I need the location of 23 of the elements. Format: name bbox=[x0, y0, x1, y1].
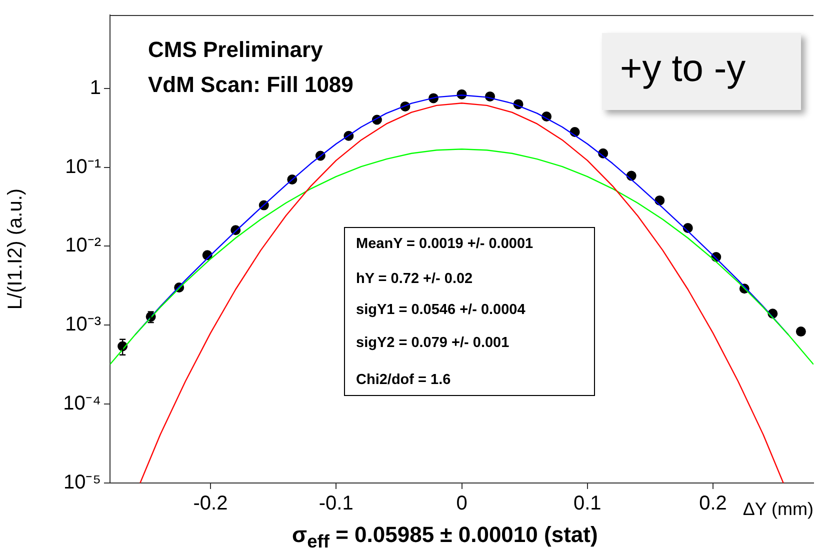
point bbox=[796, 326, 806, 337]
annotation: hY = 0.72 +/- 0.02 bbox=[356, 271, 473, 287]
annotation: Chi2/dof = 1.6 bbox=[356, 372, 451, 388]
y-tick-label: 10⁻¹ bbox=[65, 156, 102, 178]
x-axis-title: ΔY (mm) bbox=[742, 499, 814, 520]
y-axis-title: L/(I1.I2) (a.u.) bbox=[4, 188, 27, 310]
x-tick-label: 0.2 bbox=[699, 492, 727, 515]
x-tick-label: 0 bbox=[456, 492, 468, 515]
annotation: MeanY = 0.0019 +/- 0.0001 bbox=[356, 236, 534, 252]
text: σ$_{eff}$ = 0.05985 ± 0.00010 (stat) bbox=[292, 522, 598, 552]
x-tick-label: 0.1 bbox=[573, 492, 602, 515]
y-tick-label: 10⁻³ bbox=[65, 314, 102, 336]
y-tick-label: 10⁻⁴ bbox=[63, 392, 101, 415]
annotation: CMS Preliminary bbox=[148, 37, 323, 63]
annotation: +y to -y bbox=[620, 48, 746, 91]
y-tick-label: 1 bbox=[90, 76, 101, 99]
y-tick-label: 10⁻⁵ bbox=[63, 472, 101, 494]
x-tick-label: -0.1 bbox=[318, 492, 354, 515]
x-tick-label: -0.2 bbox=[193, 492, 228, 515]
y-tick-label: 10⁻² bbox=[65, 234, 102, 257]
annotation: VdM Scan: Fill 1089 bbox=[148, 72, 354, 98]
annotation: sigY1 = 0.0546 +/- 0.0004 bbox=[356, 302, 526, 318]
annotation: sigY2 = 0.079 +/- 0.001 bbox=[356, 335, 510, 351]
